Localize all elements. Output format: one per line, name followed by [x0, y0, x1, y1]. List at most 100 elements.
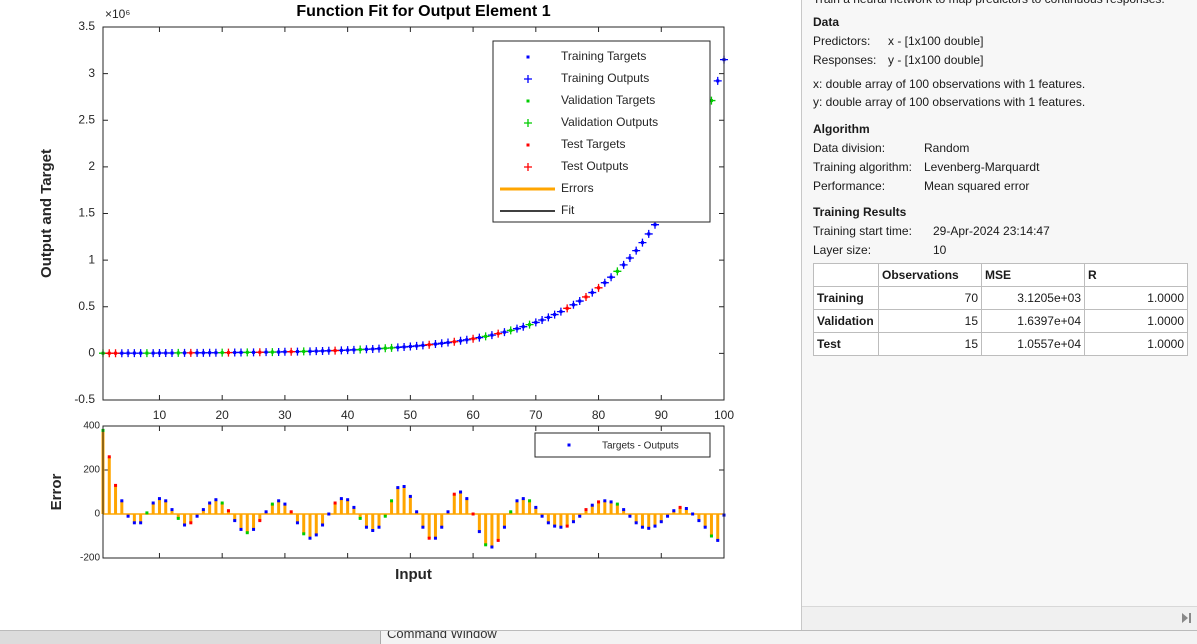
- command-window-tab[interactable]: Command Window: [380, 631, 1197, 644]
- error-point: [245, 531, 249, 535]
- output-point: [456, 336, 465, 345]
- output-point: [513, 324, 521, 333]
- error-point: [139, 521, 143, 525]
- cell: 70: [878, 286, 982, 310]
- y-tick-label: -0.5: [74, 392, 95, 406]
- error-point: [264, 510, 268, 514]
- cell: [813, 263, 879, 287]
- output-point: [331, 346, 340, 355]
- legend-label: Test Outputs: [561, 159, 628, 173]
- legend-marker: [526, 55, 530, 59]
- legend-label: Test Targets: [561, 137, 625, 151]
- value: y - [1x100 double]: [888, 53, 984, 67]
- error-point: [277, 499, 281, 503]
- x-tick-label: 60: [466, 408, 480, 422]
- output-point: [243, 348, 252, 357]
- row-label: Validation: [813, 309, 879, 333]
- output-point: [111, 349, 120, 358]
- output-point: [506, 326, 515, 335]
- output-point: [607, 273, 616, 282]
- error-point: [640, 525, 644, 529]
- x-tick-label: 90: [655, 408, 669, 422]
- header-cell: Observations: [878, 263, 982, 287]
- error-point: [647, 526, 651, 530]
- x-tick-label: 50: [404, 408, 418, 422]
- y-axis-label: Error: [48, 474, 65, 511]
- output-point: [287, 347, 296, 356]
- output-point: [582, 292, 590, 301]
- output-point: [594, 283, 603, 292]
- x-tick-label: 100: [714, 408, 734, 422]
- error-point: [565, 524, 569, 528]
- scrollbar[interactable]: [802, 606, 1197, 630]
- y-tick-label: 2.5: [78, 112, 95, 126]
- error-point: [157, 497, 161, 501]
- x-tick-label: 30: [278, 408, 292, 422]
- error-point: [408, 494, 412, 498]
- error-point: [484, 543, 488, 547]
- legend-marker: [524, 75, 532, 83]
- scroll-arrow[interactable]: [1180, 612, 1192, 624]
- error-point: [289, 510, 293, 514]
- output-point: [444, 338, 452, 347]
- error-point: [603, 499, 607, 503]
- error-point: [346, 498, 350, 502]
- error-point: [691, 512, 695, 516]
- output-point: [462, 335, 471, 344]
- error-point: [107, 455, 111, 459]
- error-point: [183, 523, 187, 527]
- error-point: [672, 509, 676, 513]
- value: 29-Apr-2024 23:14:47: [933, 224, 1050, 238]
- error-point: [189, 521, 193, 525]
- error-point: [327, 512, 331, 516]
- error-point: [440, 525, 444, 529]
- label: Responses:: [813, 53, 877, 67]
- legend-label: Training Targets: [561, 49, 646, 63]
- error-point: [258, 519, 262, 523]
- cell: 1.0000: [1084, 309, 1188, 333]
- error-point: [201, 508, 205, 512]
- error-point: [308, 536, 312, 540]
- error-point: [559, 525, 563, 529]
- value: Random: [924, 141, 970, 155]
- cell: 3.1205e+03: [981, 286, 1085, 310]
- value: Levenberg-Marquardt: [924, 160, 1040, 174]
- error-point: [534, 505, 538, 509]
- error-point: [352, 505, 356, 509]
- cell: 1.6397e+04: [981, 309, 1085, 333]
- label: Data division:: [813, 141, 886, 155]
- output-point: [531, 318, 540, 327]
- error-point: [622, 508, 626, 512]
- error-point: [377, 525, 381, 529]
- error-point: [528, 499, 532, 503]
- label: Training algorithm:: [813, 160, 912, 174]
- note: x: double array of 100 observations with…: [813, 77, 1086, 91]
- output-point: [569, 300, 578, 309]
- output-point: [588, 288, 597, 297]
- cell: 1.0557e+04: [981, 332, 1085, 356]
- y-tick-label: 0: [88, 346, 95, 360]
- output-point: [475, 333, 484, 342]
- error-point: [339, 497, 343, 501]
- y-tick-label: 0: [94, 509, 100, 520]
- error-point: [195, 514, 199, 518]
- row-label: Test: [813, 332, 879, 356]
- x-tick-label: 70: [529, 408, 543, 422]
- error-point: [653, 524, 657, 528]
- error-point: [521, 497, 525, 501]
- error-point: [220, 501, 224, 505]
- axis-exponent: ×10⁶: [105, 7, 130, 21]
- output-point: [544, 313, 553, 322]
- label: Layer size:: [813, 243, 872, 257]
- output-point: [431, 340, 440, 349]
- error-point: [684, 507, 688, 510]
- legend-label: Targets - Outputs: [602, 441, 679, 452]
- value: Mean squared error: [924, 179, 1030, 193]
- output-point: [638, 238, 647, 247]
- error-point: [709, 534, 713, 538]
- output-point: [556, 307, 565, 316]
- error-point: [283, 502, 287, 506]
- error-point: [233, 519, 237, 523]
- axes-box: [102, 425, 725, 559]
